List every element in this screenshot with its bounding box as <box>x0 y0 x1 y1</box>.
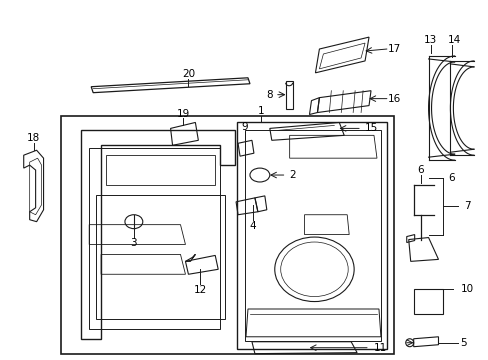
Text: 13: 13 <box>423 35 436 45</box>
Text: 17: 17 <box>387 44 401 54</box>
Text: 12: 12 <box>193 285 206 295</box>
Text: 2: 2 <box>289 170 296 180</box>
Bar <box>61 116 393 354</box>
Text: 14: 14 <box>447 35 460 45</box>
Text: 1: 1 <box>257 105 264 116</box>
Text: 16: 16 <box>387 94 401 104</box>
Text: 6: 6 <box>416 165 423 175</box>
Text: 4: 4 <box>249 221 256 231</box>
Text: 11: 11 <box>373 343 386 353</box>
Bar <box>413 289 443 314</box>
Text: 15: 15 <box>365 123 378 134</box>
Text: 9: 9 <box>241 122 248 132</box>
Text: 7: 7 <box>463 201 470 211</box>
Text: 8: 8 <box>266 90 273 100</box>
Text: 6: 6 <box>447 173 454 183</box>
Text: 19: 19 <box>177 108 190 118</box>
Text: 5: 5 <box>459 338 466 348</box>
Bar <box>89 148 220 329</box>
Text: 18: 18 <box>27 133 40 143</box>
Text: 10: 10 <box>459 284 472 294</box>
Text: 20: 20 <box>182 69 195 79</box>
Bar <box>244 130 380 341</box>
Text: 3: 3 <box>130 238 137 248</box>
